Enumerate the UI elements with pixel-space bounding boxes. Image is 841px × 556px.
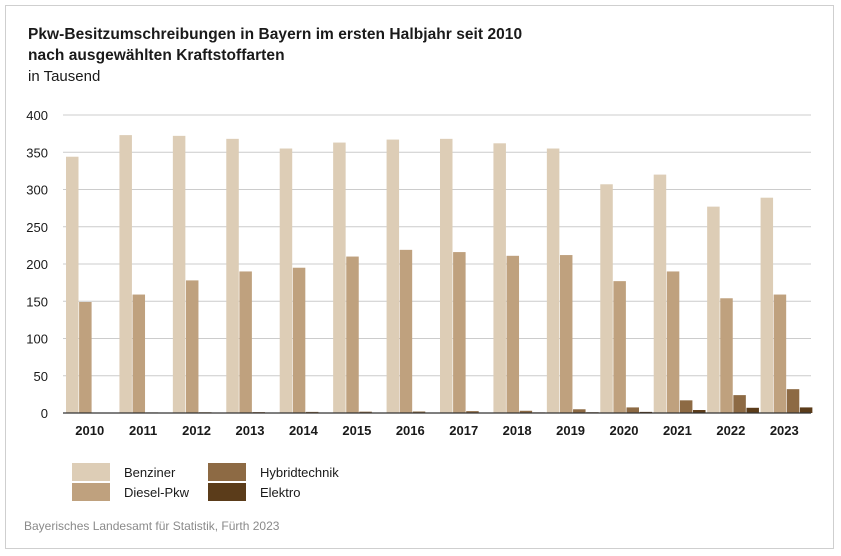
bar-hybridtechnik-2022 (733, 395, 746, 413)
y-tick-label: 250 (26, 220, 48, 235)
bar-benziner-2022 (707, 206, 720, 413)
x-tick-label: 2010 (75, 423, 104, 438)
y-tick-label: 0 (41, 406, 48, 421)
bar-diesel-pkw-2017 (453, 252, 466, 413)
bar-diesel-pkw-2013 (239, 271, 252, 413)
legend-item-benziner: Benziner (72, 463, 175, 481)
source-note: Bayerisches Landesamt für Statistik, Für… (24, 519, 280, 533)
bar-diesel-pkw-2011 (132, 294, 146, 413)
x-tick-label: 2021 (663, 423, 692, 438)
legend-swatch-benziner (72, 463, 110, 481)
legend-item-elektro: Elektro (208, 483, 300, 501)
bar-benziner-2017 (440, 138, 453, 413)
bar-benziner-2011 (119, 135, 132, 414)
bar-diesel-pkw-2014 (292, 267, 306, 413)
bar-hybridtechnik-2016 (412, 411, 426, 413)
bar-benziner-2016 (386, 139, 400, 413)
x-tick-label: 2022 (716, 423, 745, 438)
bar-elektro-2022 (746, 407, 759, 413)
bar-diesel-pkw-2012 (185, 280, 199, 413)
bar-hybridtechnik-2019 (573, 409, 586, 413)
legend-item-hybrid: Hybridtechnik (208, 463, 339, 481)
bar-elektro-2023 (799, 407, 813, 413)
x-tick-label: 2014 (289, 423, 319, 438)
bar-diesel-pkw-2018 (506, 255, 520, 413)
y-tick-label: 100 (26, 332, 48, 347)
y-tick-label: 50 (34, 369, 48, 384)
y-tick-label: 350 (26, 145, 48, 160)
y-tick-label: 300 (26, 183, 48, 198)
bar-elektro-2021 (693, 410, 706, 413)
bar-diesel-pkw-2021 (666, 271, 680, 413)
x-tick-label: 2018 (503, 423, 532, 438)
x-tick-label: 2013 (236, 423, 265, 438)
x-tick-label: 2019 (556, 423, 585, 438)
title-block: Pkw-Besitzumschreibungen in Bayern im er… (28, 24, 522, 87)
bar-benziner-2019 (546, 148, 560, 413)
bar-diesel-pkw-2019 (559, 255, 573, 413)
bar-diesel-pkw-2015 (346, 256, 359, 413)
bar-benziner-2020 (600, 184, 613, 413)
x-tick-label: 2012 (182, 423, 211, 438)
bar-diesel-pkw-2020 (613, 281, 626, 413)
x-tick-label: 2017 (449, 423, 478, 438)
legend-swatch-elektro (208, 483, 246, 501)
bar-benziner-2012 (172, 135, 186, 414)
bar-benziner-2023 (760, 197, 774, 413)
bar-diesel-pkw-2022 (720, 298, 733, 413)
legend-label-diesel: Diesel-Pkw (124, 484, 190, 500)
y-tick-label: 400 (26, 108, 48, 123)
legend-swatch-diesel (72, 483, 110, 501)
chart-subtitle: in Tausend (28, 68, 101, 85)
legend-swatch-hybrid (208, 463, 246, 481)
x-tick-label: 2011 (129, 423, 157, 438)
bar-hybridtechnik-2015 (359, 411, 372, 413)
x-tick-label: 2020 (610, 423, 639, 438)
bar-diesel-pkw-2016 (399, 249, 413, 413)
x-tick-label: 2023 (770, 423, 799, 438)
bar-benziner-2014 (279, 148, 293, 413)
bar-diesel-pkw-2010 (79, 301, 92, 413)
chart-title-line-1: Pkw-Besitzumschreibungen in Bayern im er… (28, 26, 523, 43)
bar-hybridtechnik-2020 (626, 407, 639, 413)
bar-benziner-2013 (226, 138, 239, 413)
chart-frame (5, 5, 834, 549)
bar-hybridtechnik-2021 (679, 400, 693, 413)
bar-benziner-2015 (333, 142, 346, 413)
bar-diesel-pkw-2023 (773, 294, 787, 413)
y-tick-label: 150 (26, 294, 48, 309)
y-tick-label: 200 (26, 257, 48, 272)
x-tick-label: 2015 (342, 423, 371, 438)
x-tick-label: 2016 (396, 423, 425, 438)
bar-hybridtechnik-2017 (466, 411, 479, 413)
legend-item-diesel: Diesel-Pkw (72, 483, 189, 501)
bar-benziner-2021 (653, 174, 667, 413)
legend-label-benziner: Benziner (124, 464, 176, 480)
chart-title-line-2: nach ausgewählten Kraftstoffarten (28, 47, 285, 64)
bar-benziner-2010 (66, 156, 79, 413)
legend-label-hybrid: Hybridtechnik (260, 464, 339, 480)
bar-benziner-2018 (493, 143, 506, 413)
legend-label-elektro: Elektro (260, 484, 301, 500)
bar-hybridtechnik-2018 (519, 410, 533, 413)
bar-hybridtechnik-2023 (786, 389, 800, 413)
